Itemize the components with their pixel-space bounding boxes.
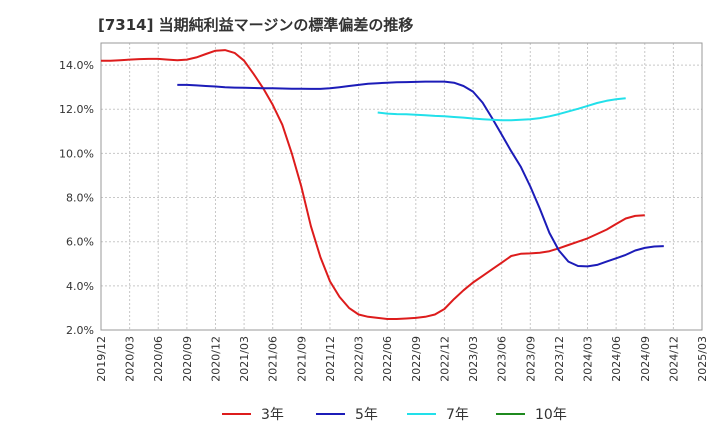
x-tick-label: 2023/09 (524, 336, 537, 382)
x-tick-label: 2021/12 (324, 336, 337, 382)
x-tick-label: 2022/03 (353, 336, 366, 382)
legend-label: 3年 (261, 407, 284, 423)
y-tick-label: 4.0% (66, 280, 94, 293)
x-tick-label: 2023/12 (553, 336, 566, 382)
y-tick-label: 8.0% (66, 192, 94, 205)
x-tick-label: 2021/03 (238, 336, 251, 382)
x-tick-label: 2023/06 (496, 336, 509, 382)
x-tick-label: 2023/03 (467, 336, 480, 382)
x-tick-label: 2020/03 (124, 336, 137, 382)
x-tick-label: 2021/06 (267, 336, 280, 382)
x-tick-label: 2024/09 (639, 336, 652, 382)
y-tick-label: 10.0% (59, 147, 94, 160)
y-tick-label: 12.0% (59, 103, 94, 116)
y-tick-label: 2.0% (66, 324, 94, 337)
x-tick-label: 2022/09 (410, 336, 423, 382)
x-tick-label: 2019/12 (95, 336, 108, 382)
series-line (101, 49, 645, 320)
x-tick-label: 2020/09 (181, 336, 194, 382)
chart-title: [7314] 当期純利益マージンの標準偏差の推移 (98, 16, 414, 34)
x-tick-label: 2024/12 (667, 336, 680, 382)
x-tick-label: 2024/03 (582, 336, 595, 382)
x-tick-label: 2024/06 (610, 336, 623, 382)
y-tick-label: 6.0% (66, 236, 94, 249)
x-tick-label: 2022/06 (381, 336, 394, 382)
x-tick-label: 2022/12 (438, 336, 451, 382)
legend-label: 5年 (355, 407, 378, 423)
x-tick-label: 2020/12 (209, 336, 222, 382)
legend-label: 7年 (446, 407, 469, 423)
x-tick-label: 2020/06 (152, 336, 165, 382)
x-tick-label: 2025/03 (696, 336, 709, 382)
series-line (377, 97, 626, 122)
y-tick-label: 14.0% (59, 59, 94, 72)
legend-label: 10年 (535, 407, 567, 423)
series-line (177, 80, 664, 268)
plot-frame (100, 42, 703, 331)
x-tick-label: 2021/09 (295, 336, 308, 382)
